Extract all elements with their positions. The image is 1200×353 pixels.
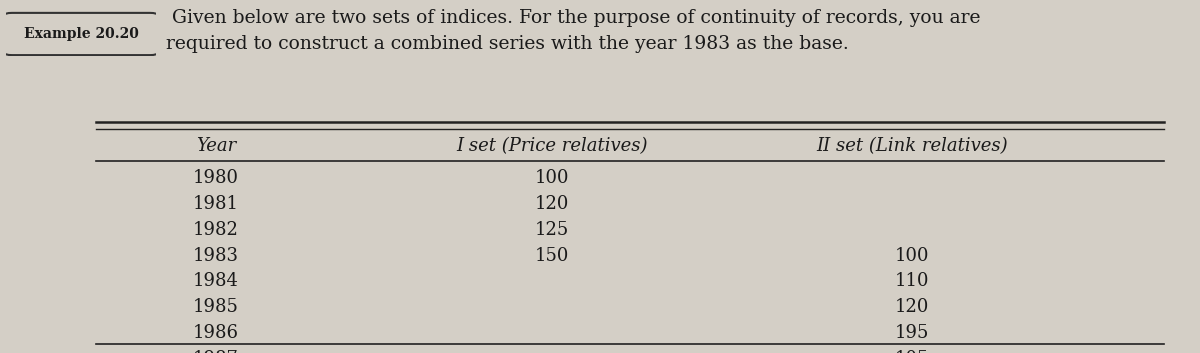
Text: I set (Price relatives): I set (Price relatives) [456, 138, 648, 155]
Text: 1982: 1982 [193, 221, 239, 239]
Text: 1985: 1985 [193, 298, 239, 316]
Text: 125: 125 [535, 221, 569, 239]
Text: 100: 100 [895, 247, 929, 264]
Text: 195: 195 [895, 324, 929, 342]
Text: 150: 150 [535, 247, 569, 264]
Text: 120: 120 [535, 195, 569, 213]
Text: 110: 110 [895, 273, 929, 290]
Text: 1986: 1986 [193, 324, 239, 342]
Text: 1987: 1987 [193, 350, 239, 353]
Text: 120: 120 [895, 298, 929, 316]
FancyBboxPatch shape [5, 13, 157, 55]
Text: 100: 100 [535, 169, 569, 187]
Text: 105: 105 [895, 350, 929, 353]
Text: II set (Link relatives): II set (Link relatives) [816, 138, 1008, 155]
Text: 1981: 1981 [193, 195, 239, 213]
Text: Given below are two sets of indices. For the purpose of continuity of records, y: Given below are two sets of indices. For… [166, 9, 980, 53]
Text: 1983: 1983 [193, 247, 239, 264]
Text: 1984: 1984 [193, 273, 239, 290]
Text: Example 20.20: Example 20.20 [24, 26, 138, 41]
Text: Year: Year [196, 138, 236, 155]
Text: 1980: 1980 [193, 169, 239, 187]
